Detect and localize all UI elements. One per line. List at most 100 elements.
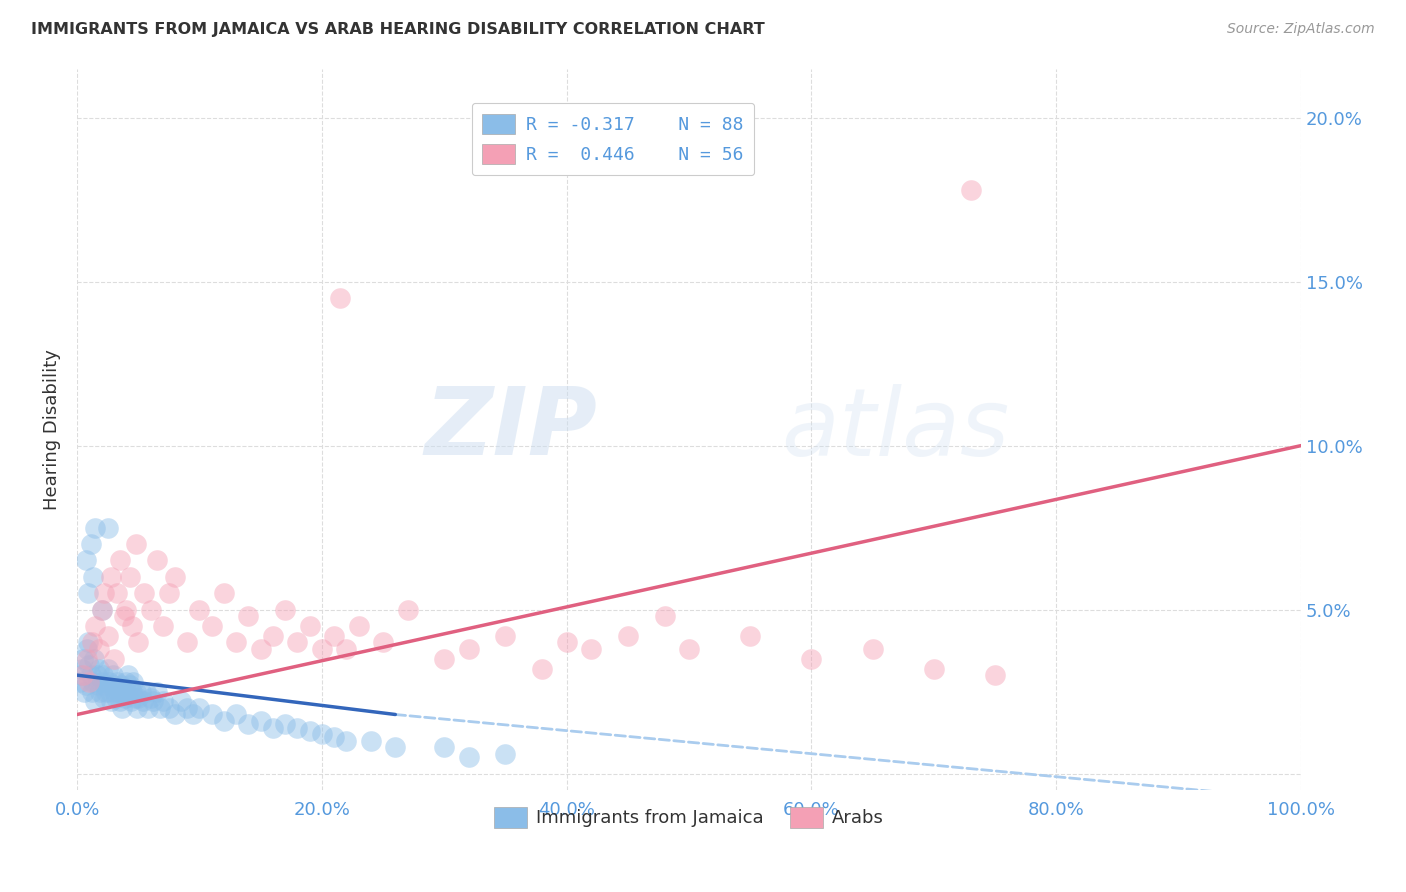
Point	[69, 674, 91, 689]
Point	[94, 678, 117, 692]
Point	[132, 694, 155, 708]
Point	[112, 684, 135, 698]
Point	[531, 662, 554, 676]
Point	[117, 668, 139, 682]
Point	[495, 747, 517, 761]
Point	[105, 691, 128, 706]
Point	[115, 602, 138, 616]
Point	[107, 586, 129, 600]
Point	[335, 641, 357, 656]
Point	[347, 619, 370, 633]
Point	[80, 684, 103, 698]
Point	[225, 707, 247, 722]
Point	[111, 701, 134, 715]
Point	[238, 717, 260, 731]
Point	[97, 662, 120, 676]
Point	[98, 684, 121, 698]
Point	[212, 586, 235, 600]
Point	[136, 701, 159, 715]
Text: atlas: atlas	[780, 384, 1010, 475]
Point	[121, 619, 143, 633]
Point	[115, 674, 138, 689]
Point	[82, 674, 104, 689]
Point	[862, 641, 884, 656]
Point	[188, 701, 211, 715]
Point	[96, 684, 118, 698]
Point	[73, 684, 96, 698]
Point	[125, 701, 148, 715]
Legend: Immigrants from Jamaica, Arabs: Immigrants from Jamaica, Arabs	[486, 800, 891, 835]
Point	[70, 662, 93, 676]
Point	[249, 641, 271, 656]
Point	[125, 684, 148, 698]
Point	[360, 733, 382, 747]
Point	[107, 674, 129, 689]
Point	[82, 570, 104, 584]
Point	[104, 684, 127, 698]
Point	[79, 658, 101, 673]
Point	[87, 662, 110, 676]
Point	[149, 701, 172, 715]
Point	[225, 635, 247, 649]
Point	[329, 291, 352, 305]
Point	[69, 668, 91, 682]
Point	[555, 635, 578, 649]
Point	[120, 694, 142, 708]
Point	[75, 678, 97, 692]
Point	[97, 520, 120, 534]
Point	[90, 602, 112, 616]
Point	[298, 723, 321, 738]
Point	[107, 684, 129, 698]
Point	[188, 602, 211, 616]
Point	[90, 674, 112, 689]
Point	[433, 740, 456, 755]
Point	[91, 668, 114, 682]
Point	[77, 586, 100, 600]
Point	[335, 733, 357, 747]
Point	[97, 629, 120, 643]
Point	[122, 674, 145, 689]
Point	[262, 629, 284, 643]
Point	[75, 553, 97, 567]
Point	[384, 740, 406, 755]
Point	[77, 635, 100, 649]
Point	[118, 678, 141, 692]
Point	[457, 641, 479, 656]
Point	[274, 602, 297, 616]
Point	[176, 635, 198, 649]
Point	[163, 707, 186, 722]
Point	[142, 694, 165, 708]
Point	[152, 619, 174, 633]
Point	[125, 537, 148, 551]
Point	[134, 586, 156, 600]
Point	[212, 714, 235, 728]
Point	[287, 721, 309, 735]
Point	[127, 691, 149, 706]
Point	[139, 691, 162, 706]
Point	[740, 629, 762, 643]
Point	[311, 641, 333, 656]
Point	[433, 652, 456, 666]
Point	[274, 717, 297, 731]
Point	[101, 668, 124, 682]
Point	[201, 707, 224, 722]
Point	[984, 668, 1007, 682]
Point	[287, 635, 309, 649]
Point	[103, 678, 125, 692]
Point	[139, 602, 162, 616]
Point	[678, 641, 700, 656]
Point	[84, 694, 107, 708]
Point	[323, 629, 346, 643]
Point	[118, 570, 141, 584]
Text: ZIP: ZIP	[425, 384, 598, 475]
Point	[201, 619, 224, 633]
Point	[922, 662, 945, 676]
Point	[311, 727, 333, 741]
Point	[76, 641, 98, 656]
Point	[114, 691, 136, 706]
Point	[103, 652, 125, 666]
Point	[298, 619, 321, 633]
Point	[108, 553, 131, 567]
Point	[176, 701, 198, 715]
Y-axis label: Hearing Disability: Hearing Disability	[44, 349, 60, 509]
